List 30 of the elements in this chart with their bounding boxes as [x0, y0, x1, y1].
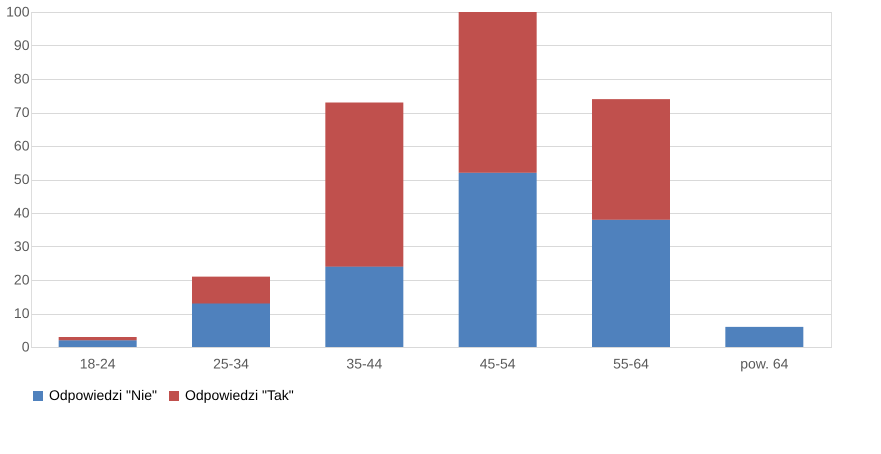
y-tick-label: 90 — [14, 37, 30, 53]
x-tick-label: pow. 64 — [740, 356, 789, 372]
y-tick-label: 40 — [14, 204, 30, 220]
y-tick-label: 50 — [14, 171, 30, 187]
bar — [592, 99, 670, 220]
legend-label: Odpowiedzi "Tak" — [185, 387, 294, 403]
x-tick-label: 45-54 — [480, 356, 516, 372]
y-tick-label: 70 — [14, 104, 30, 120]
y-tick-label: 10 — [14, 305, 30, 321]
y-tick-label: 100 — [6, 4, 30, 20]
bar — [458, 172, 537, 347]
legend-label: Odpowiedzi "Nie" — [49, 387, 158, 403]
bar — [325, 266, 404, 347]
bar — [192, 276, 270, 304]
bar — [58, 340, 137, 347]
x-tick-label: 25-34 — [213, 356, 250, 372]
y-tick-label: 80 — [14, 70, 30, 86]
x-tick-label: 18-24 — [80, 356, 116, 372]
bar — [592, 220, 670, 347]
y-tick-label: 60 — [14, 138, 30, 154]
bar — [192, 303, 270, 347]
bar — [325, 102, 404, 267]
x-tick-label: 35-44 — [346, 356, 382, 372]
bar — [58, 336, 137, 340]
y-tick-label: 20 — [14, 272, 30, 288]
y-tick-label: 30 — [14, 238, 30, 254]
bar — [725, 326, 804, 347]
y-tick-label: 0 — [22, 338, 30, 354]
bar — [458, 12, 537, 173]
x-tick-label: 55-64 — [613, 356, 650, 372]
